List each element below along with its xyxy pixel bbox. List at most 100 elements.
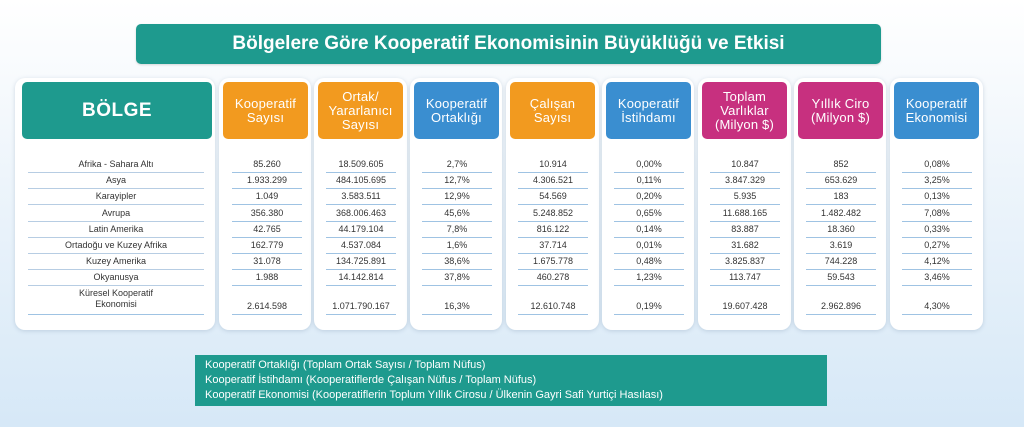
row-divider: [806, 314, 876, 315]
table-cell: 54.569: [518, 189, 588, 206]
table-cell: 38,6%: [422, 254, 492, 271]
table-cell: 2.962.896: [820, 301, 862, 311]
table-cell: 1.933.299: [232, 173, 302, 190]
row-divider: [710, 314, 780, 315]
region-name: Avrupa: [28, 206, 204, 222]
table-cell: 3,25%: [902, 173, 972, 190]
table-cell: 4.306.521: [518, 173, 588, 190]
region-name: Latin Amerika: [28, 222, 204, 238]
column-header: Ortak/ Yararlanıcı Sayısı: [318, 82, 403, 139]
table-cell: 3.825.837: [710, 254, 780, 271]
table-cell: 0,00%: [614, 157, 684, 173]
table-cell: 356.380: [232, 206, 302, 222]
table-cell: 83.887: [710, 222, 780, 238]
table-cell: 37.714: [518, 238, 588, 254]
table-cell: 1.071.790.167: [332, 301, 390, 311]
table-cell: 0,33%: [902, 222, 972, 238]
table-cell: 12,7%: [422, 173, 492, 190]
table-cell: 10.847: [710, 157, 780, 173]
table-cell: 0,14%: [614, 222, 684, 238]
table-cell: 3,46%: [902, 270, 972, 287]
table-cell: 1,6%: [422, 238, 492, 254]
table-cell: 16,3%: [444, 301, 470, 311]
row-divider: [422, 314, 492, 315]
table-cell: 0,08%: [902, 157, 972, 173]
table-cell: 19.607.428: [722, 301, 768, 311]
legend-line: Kooperatif İstihdamı (Kooperatiflerde Ça…: [205, 374, 537, 386]
table-cell: 44.179.104: [326, 222, 396, 238]
table-cell: 12.610.748: [530, 301, 576, 311]
table-cell: 1.675.778: [518, 254, 588, 271]
region-name: Ortadoğu ve Kuzey Afrika: [28, 238, 204, 254]
row-divider: [518, 314, 588, 315]
table-cell: 18.360: [806, 222, 876, 238]
column-header: BÖLGE: [22, 82, 212, 139]
table-cell: 0,01%: [614, 238, 684, 254]
column-header: Toplam Varlıklar (Milyon $): [702, 82, 787, 139]
table-cell: 4,30%: [924, 301, 950, 311]
column-header: Kooperatif Sayısı: [223, 82, 308, 139]
table-cell: 0,19%: [636, 301, 662, 311]
table-cell: 183: [806, 189, 876, 206]
column-header: Kooperatif Ekonomisi: [894, 82, 979, 139]
table-cell: 31.078: [232, 254, 302, 271]
table-cell: 11.688.165: [710, 206, 780, 222]
table-cell: 0,20%: [614, 189, 684, 206]
table-cell: 10.914: [518, 157, 588, 173]
table-cell: 37,8%: [422, 270, 492, 287]
row-divider: [326, 314, 396, 315]
column-header: Çalışan Sayısı: [510, 82, 595, 139]
table-cell: 1,23%: [614, 270, 684, 287]
legend-line: Kooperatif Ortaklığı (Toplam Ortak Sayıs…: [205, 359, 486, 371]
table-cell: 1.482.482: [806, 206, 876, 222]
table-cell: 2,7%: [422, 157, 492, 173]
table-cell: 45,6%: [422, 206, 492, 222]
table-cell: 0,11%: [614, 173, 684, 190]
legend-box: Kooperatif Ortaklığı (Toplam Ortak Sayıs…: [195, 355, 827, 406]
region-name: Okyanusya: [28, 270, 204, 287]
table-cell: 460.278: [518, 270, 588, 287]
table-cell: 852: [806, 157, 876, 173]
table-cell: 7,08%: [902, 206, 972, 222]
table-cell: 162.779: [232, 238, 302, 254]
table-cell: 4.537.084: [326, 238, 396, 254]
table-cell: 3.847.329: [710, 173, 780, 190]
page-title: Bölgelere Göre Kooperatif Ekonomisinin B…: [136, 24, 881, 64]
legend-line: Kooperatif Ekonomisi (Kooperatiflerin To…: [205, 389, 663, 401]
table-cell: 31.682: [710, 238, 780, 254]
region-name: Karayipler: [28, 189, 204, 206]
table-cell: 816.122: [518, 222, 588, 238]
table-cell: 59.543: [806, 270, 876, 287]
table-cell: 113.747: [710, 270, 780, 287]
table-cell: 368.006.463: [326, 206, 396, 222]
table-cell: 0,65%: [614, 206, 684, 222]
table-cell: 85.260: [232, 157, 302, 173]
table-cell: 42.765: [232, 222, 302, 238]
table-cell: 1.988: [232, 270, 302, 287]
table-cell: 18.509.605: [326, 157, 396, 173]
region-name: Küresel Kooperatif Ekonomisi: [78, 288, 154, 309]
row-divider: [902, 314, 972, 315]
table-cell: 134.725.891: [326, 254, 396, 271]
table-cell: 653.629: [806, 173, 876, 190]
table-cell: 14.142.814: [326, 270, 396, 287]
region-name: Asya: [28, 173, 204, 190]
column-header: Kooperatif İstihdamı: [606, 82, 691, 139]
column-header: Yıllık Ciro (Milyon $): [798, 82, 883, 139]
table-cell: 0,48%: [614, 254, 684, 271]
table-cell: 5.248.852: [518, 206, 588, 222]
table-cell: 7,8%: [422, 222, 492, 238]
table-cell: 3.583.511: [326, 189, 396, 206]
table-cell: 2.614.598: [246, 301, 288, 311]
table-cell: 484.105.695: [326, 173, 396, 190]
table-cell: 3.619: [806, 238, 876, 254]
table-cell: 0,27%: [902, 238, 972, 254]
column-header: Kooperatif Ortaklığı: [414, 82, 499, 139]
table-cell: 0,13%: [902, 189, 972, 206]
row-divider: [614, 314, 684, 315]
table-cell: 1.049: [232, 189, 302, 206]
table-cell: 4,12%: [902, 254, 972, 271]
row-divider: [28, 314, 204, 315]
row-divider: [232, 314, 302, 315]
region-name: Afrika - Sahara Altı: [28, 157, 204, 173]
